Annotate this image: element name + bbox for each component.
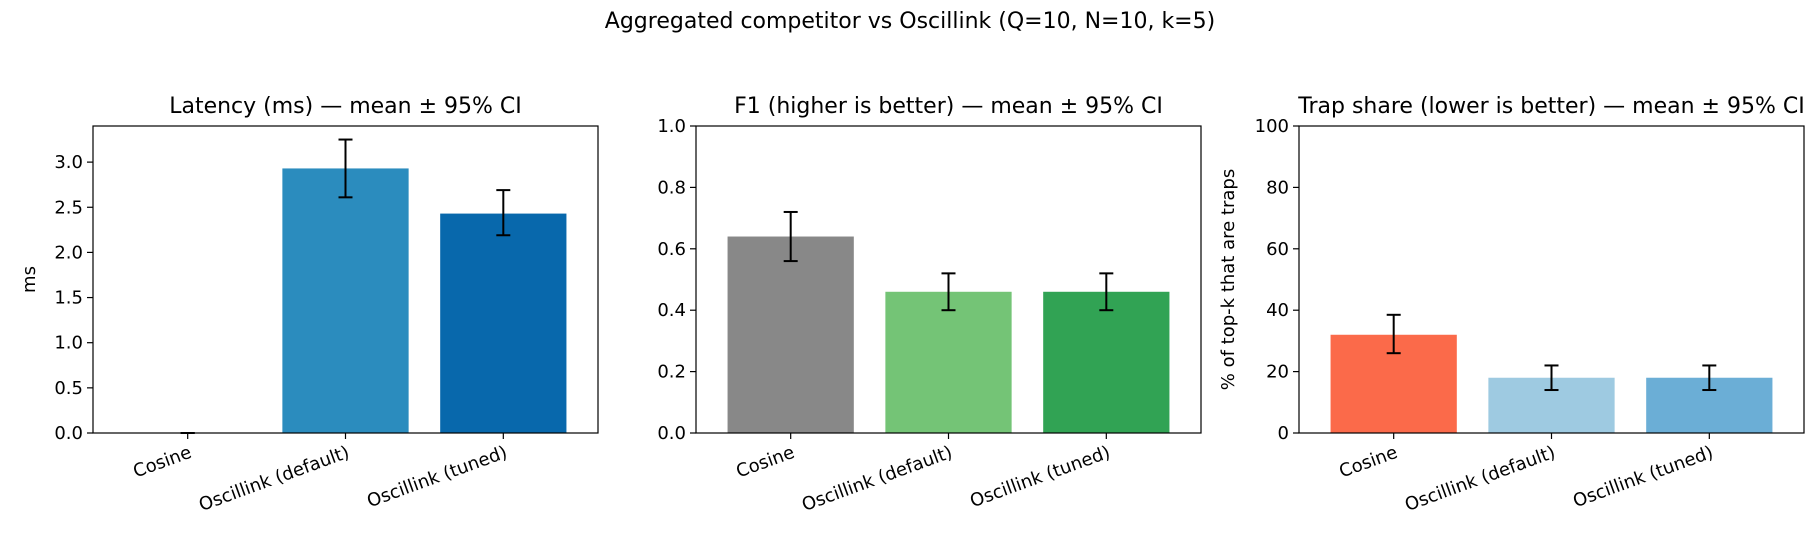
y-tick-label: 60 xyxy=(1266,239,1289,260)
x-tick-label: Oscillink (default) xyxy=(196,442,352,516)
x-tick-label: Cosine xyxy=(1336,442,1400,482)
y-tick-label: 2.5 xyxy=(54,197,83,218)
bar xyxy=(1043,291,1170,433)
y-axis-label: ms xyxy=(19,266,40,293)
panel-title: Latency (ms) — mean ± 95% CI xyxy=(169,94,522,119)
panel-title: Trap share (lower is better) — mean ± 95… xyxy=(1297,94,1804,119)
panel-1: 0.0 0.5 1.0 1.5 2.0 2.5 3.0 Cosine Oscillink (de… xyxy=(19,94,599,516)
bar xyxy=(282,168,409,433)
y-tick-label: 1.0 xyxy=(657,116,686,137)
x-tick-label: Oscillink (tuned) xyxy=(1570,442,1716,512)
y-tick-label: 20 xyxy=(1266,362,1289,383)
x-tick-label: Cosine xyxy=(733,442,797,482)
panel-3: 0 20 40 60 80 100 Cosine Oscillink (default) Osc… xyxy=(1218,94,1805,516)
figure-suptitle: Aggregated competitor vs Oscillink (Q=10… xyxy=(605,9,1215,34)
y-tick-label: 80 xyxy=(1266,177,1289,198)
y-axis-label: % of top-k that are traps xyxy=(1218,169,1239,390)
y-tick-label: 0.2 xyxy=(657,362,686,383)
bar xyxy=(440,213,567,433)
y-tick-label: 1.0 xyxy=(54,333,83,354)
x-tick-label: Oscillink (tuned) xyxy=(364,442,510,512)
y-tick-label: 0 xyxy=(1278,423,1289,444)
y-tick-label: 0.0 xyxy=(54,423,83,444)
y-tick-label: 0.6 xyxy=(657,239,686,260)
y-tick-label: 1.5 xyxy=(54,288,83,309)
y-tick-label: 0.4 xyxy=(657,300,686,321)
bar xyxy=(885,291,1012,433)
panel-title: F1 (higher is better) — mean ± 95% CI xyxy=(734,94,1163,119)
y-tick-label: 3.0 xyxy=(54,152,83,173)
y-tick-label: 40 xyxy=(1266,300,1289,321)
bar xyxy=(727,236,854,433)
y-tick-label: 0.0 xyxy=(657,423,686,444)
x-tick-label: Oscillink (default) xyxy=(1402,442,1558,516)
x-tick-label: Oscillink (tuned) xyxy=(967,442,1113,512)
y-tick-label: 0.5 xyxy=(54,378,83,399)
y-tick-label: 100 xyxy=(1255,116,1289,137)
panel-2: 0.0 0.2 0.4 0.6 0.8 1.0 Cosine Oscillink (defau… xyxy=(657,94,1202,516)
y-tick-label: 2.0 xyxy=(54,242,83,263)
x-tick-label: Oscillink (default) xyxy=(799,442,955,516)
y-tick-label: 0.8 xyxy=(657,177,686,198)
x-tick-label: Cosine xyxy=(130,442,194,482)
